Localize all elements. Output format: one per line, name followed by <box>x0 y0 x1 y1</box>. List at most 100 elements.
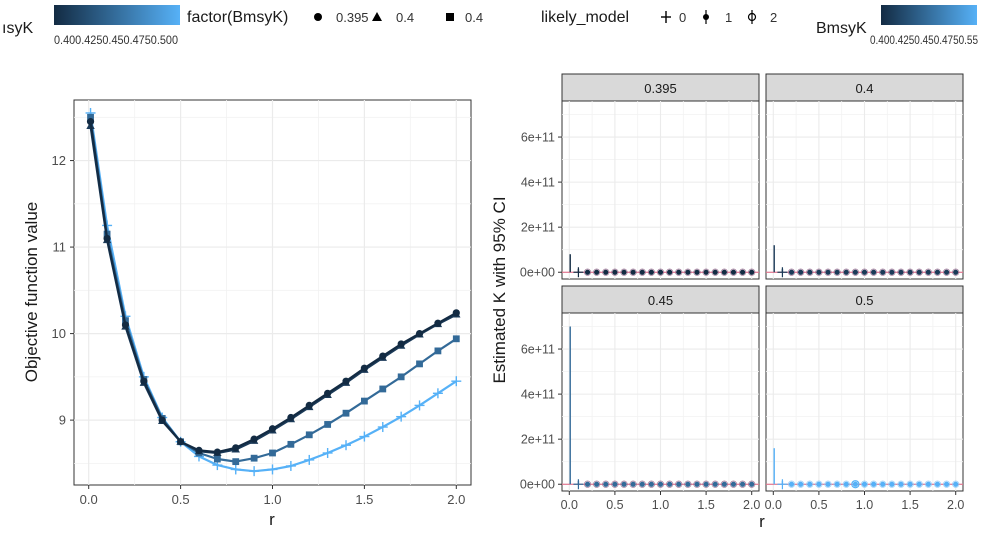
left-x-axis-label: r <box>269 510 275 529</box>
series-point-0.395 <box>121 321 130 329</box>
estimate-point <box>685 481 691 487</box>
estimate-point <box>721 481 727 487</box>
series-point-0.395 <box>342 377 350 385</box>
facet-x-tick-label: 0.0 <box>561 498 578 512</box>
estimate-point-ring <box>906 268 914 276</box>
facet-strip <box>765 285 964 314</box>
estimate-point-ring <box>583 268 592 276</box>
facet-y-tick-label: 2e+11 <box>521 433 555 447</box>
series-point-0.5 <box>451 376 462 387</box>
series-point-0.395 <box>434 319 442 327</box>
estimate-point <box>925 269 931 275</box>
estimate-point <box>852 481 858 487</box>
series-point-0.395 <box>213 448 221 456</box>
facet-panel-0.5: 0.5 0.0 0.5 1.0 1.5 2.0 <box>765 285 964 512</box>
estimate-point <box>798 269 804 275</box>
estimate-point <box>834 269 840 275</box>
facet-panel-0.45: 0.45 0e+00 2e+11 4e+11 6e+11 0.0 0.5 1.0 1.5 2.0 <box>520 285 760 512</box>
estimate-point-ring <box>833 268 841 276</box>
estimate-point <box>594 481 600 487</box>
shape-legend-label-2: 0.4 <box>396 10 414 25</box>
facet-y-tick-label: 0e+00 <box>520 266 555 280</box>
series-point-0.45 <box>416 360 423 368</box>
estimate-point-ring <box>620 480 628 488</box>
series-point-0.395 <box>360 364 368 372</box>
colorbar-right-title: BmsyK <box>816 20 867 37</box>
estimate-point <box>916 269 922 275</box>
estimate-point <box>584 269 591 275</box>
facet-x-tick-label: 1.5 <box>697 498 714 512</box>
estimate-point <box>943 269 950 275</box>
series-point-0.5 <box>304 454 315 465</box>
model-legend-label-2: 1 <box>725 10 732 25</box>
estimate-point-ring <box>952 480 960 488</box>
estimate-point <box>943 481 950 487</box>
left-series-group <box>85 107 462 477</box>
estimate-point-ring <box>888 268 896 276</box>
estimate-point-ring <box>860 480 869 488</box>
estimate-point <box>739 269 746 275</box>
legend-plus-icon <box>661 11 671 23</box>
series-point-0.395 <box>324 389 332 397</box>
facet-strip <box>561 285 760 314</box>
series-point-0.395 <box>379 352 387 360</box>
estimate-point-ring <box>806 480 814 488</box>
series-point-0.5 <box>396 411 407 422</box>
estimate-point <box>843 481 849 487</box>
estimate-point <box>871 269 877 275</box>
estimate-point-ring <box>656 480 665 488</box>
left-y-tick-label: 9 <box>59 413 66 428</box>
legend-circle-icon <box>314 13 322 21</box>
estimate-point-ring <box>684 480 692 488</box>
facet-panel-0.395: 0.395 0e+00 2e+11 4e+11 6e+11 <box>520 73 760 280</box>
estimate-point-ring <box>693 480 701 488</box>
estimate-point-ring <box>933 480 942 488</box>
estimate-point <box>788 269 795 275</box>
series-point-0.395 <box>103 234 111 243</box>
series-point-0.395 <box>452 309 460 317</box>
estimate-point-ring <box>897 268 905 276</box>
estimate-point-ring <box>787 268 796 276</box>
facet-strip-label: 0.4 <box>855 81 873 96</box>
estimate-point <box>648 269 654 275</box>
estimate-point-ring <box>593 268 601 276</box>
estimate-point <box>667 481 673 487</box>
estimate-point-ring <box>702 480 710 488</box>
estimate-point-ring <box>602 480 610 488</box>
series-point-0.395 <box>250 435 258 443</box>
estimate-point-ring <box>860 268 869 276</box>
series-point-0.45 <box>87 113 94 121</box>
estimate-point-ring <box>833 480 841 488</box>
estimate-point <box>834 481 840 487</box>
estimate-point-ring <box>748 268 756 276</box>
facet-y-tick-label: 6e+11 <box>521 131 555 145</box>
estimate-point <box>612 481 618 487</box>
estimate-point <box>898 481 904 487</box>
facet-strip <box>561 73 760 102</box>
estimate-point-ring <box>647 268 655 276</box>
estimate-point <box>694 481 700 487</box>
estimate-point-ring <box>629 268 637 276</box>
facet-x-tick-label: 0.5 <box>810 498 827 512</box>
estimate-point <box>667 269 673 275</box>
model-legend-label-1: 0 <box>679 10 686 25</box>
estimate-point-ring <box>602 268 610 276</box>
series-point-0.5 <box>230 464 241 475</box>
series-point-0.395 <box>140 377 148 385</box>
estimate-point <box>603 269 609 275</box>
estimate-point-ring <box>815 480 823 488</box>
facet-y-tick-label: 4e+11 <box>521 176 555 190</box>
estimate-point <box>630 269 636 275</box>
left-x-tick-label: 2.0 <box>447 492 465 507</box>
estimate-point-ring <box>888 480 896 488</box>
estimate-point <box>880 269 886 275</box>
left-x-tick-label: 1.5 <box>355 492 373 507</box>
estimate-point <box>843 269 849 275</box>
colorbar-right-gradient <box>881 5 977 25</box>
legend-dot-bar-icon <box>703 10 709 24</box>
series-point-0.45 <box>269 449 276 457</box>
estimate-point-ring <box>824 268 832 276</box>
estimate-point <box>807 269 813 275</box>
estimate-point <box>898 269 904 275</box>
